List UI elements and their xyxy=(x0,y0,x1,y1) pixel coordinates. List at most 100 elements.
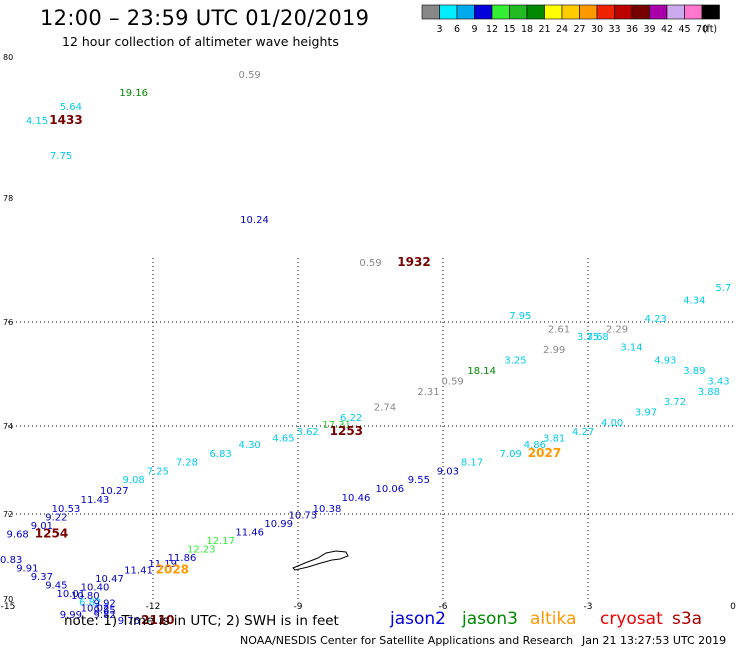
wave-height-label: 11.43 xyxy=(81,495,110,506)
longitude-tick-label: -9 xyxy=(294,602,303,612)
wave-height-label: 6.83 xyxy=(210,449,232,460)
colorbar-tick-label: 36 xyxy=(626,24,638,35)
satellite-legend-item: cryosat xyxy=(600,609,663,629)
wave-height-label: 9.08 xyxy=(123,475,145,486)
latitude-tick-label: 72 xyxy=(3,510,13,519)
colorbar-tick-label: 70 xyxy=(696,24,708,35)
wave-height-label: 11.41 xyxy=(124,566,153,577)
wave-height-label: 12.17 xyxy=(206,536,235,547)
wave-height-label: 3.75 xyxy=(577,332,599,343)
wave-height-label: 9.68 xyxy=(7,529,29,540)
longitude-tick-label: -6 xyxy=(439,602,448,612)
wave-height-label: 11.86 xyxy=(168,553,197,564)
wave-height-label: 0.59 xyxy=(442,376,464,387)
colorbar-tick-label: 6 xyxy=(454,24,460,35)
wave-height-label: 7.75 xyxy=(50,151,72,162)
wave-height-label: 10.01 xyxy=(57,589,86,600)
wave-height-label: 2.61 xyxy=(548,324,570,335)
wave-height-label: 10.80 xyxy=(71,591,100,602)
wave-height-label: 9.01 xyxy=(31,521,53,532)
wave-height-label: 19.16 xyxy=(119,88,148,99)
colorbar-tick-label: 18 xyxy=(521,24,533,35)
wave-height-label: 10.40 xyxy=(81,583,110,594)
pass-time-label: 1254 xyxy=(35,526,68,540)
wave-height-label: 9.03 xyxy=(437,466,459,477)
wave-height-label: 9.37 xyxy=(31,572,53,583)
satellite-legend-item: jason3 xyxy=(462,609,518,629)
wave-height-label: 4.93 xyxy=(654,356,676,367)
wave-height-label: 6.82 xyxy=(79,597,101,608)
wave-height-label: 9.92 xyxy=(94,599,116,610)
latitude-tick-label: 76 xyxy=(3,318,13,327)
wave-height-label: 10.27 xyxy=(100,486,129,497)
satellite-legend-item: altika xyxy=(530,609,577,629)
wave-height-label: 12.23 xyxy=(187,544,216,555)
wave-height-label: 4.15 xyxy=(26,116,48,127)
colorbar-tick-label: 12 xyxy=(486,24,498,35)
wave-height-label: 3.72 xyxy=(664,397,686,408)
colorbar-tick-label: 15 xyxy=(503,24,515,35)
wave-height-label: 4.27 xyxy=(572,427,594,438)
longitude-tick-label: -15 xyxy=(1,602,16,612)
pass-time-label: 1932 xyxy=(397,255,430,269)
wave-height-label: 5.64 xyxy=(60,102,82,113)
colorbar-unit-label: (ft) xyxy=(703,24,717,35)
wave-height-label: 3.81 xyxy=(543,433,565,444)
colorbar-tick-label: 39 xyxy=(643,24,655,35)
pass-time-label: 2028 xyxy=(156,563,189,577)
colorbar-tick-label: 42 xyxy=(661,24,673,35)
wave-height-label: 10.47 xyxy=(95,574,124,585)
wave-height-label: 9.85 xyxy=(94,606,116,617)
colorbar-tick-label: 24 xyxy=(556,24,568,35)
wave-height-label: 9.45 xyxy=(45,580,67,591)
wave-height-label: 7.28 xyxy=(176,458,198,469)
wave-height-label: 10.24 xyxy=(240,215,269,226)
wave-height-label: 2.99 xyxy=(543,345,565,356)
wave-height-label: 7.95 xyxy=(509,311,531,322)
wave-height-label: 7.25 xyxy=(147,466,169,477)
wave-height-label: 3.62 xyxy=(297,427,319,438)
latitude-tick-label: 80 xyxy=(3,53,13,62)
wave-height-label: 8.17 xyxy=(461,458,483,469)
colorbar-tick-label: 27 xyxy=(573,24,585,35)
colorbar-tick-label: 33 xyxy=(608,24,620,35)
wave-height-label: 6.22 xyxy=(340,413,362,424)
wave-height-label: 7.09 xyxy=(500,449,522,460)
footer-note: note: 1) Time is in UTC; 2) SWH is in fe… xyxy=(64,613,339,629)
wave-height-label: 3.68 xyxy=(587,332,609,343)
colorbar-swatch xyxy=(701,4,720,20)
wave-height-label: 2.31 xyxy=(417,387,439,398)
generated-timestamp: Jan 21 13:27:53 UTC 2019 xyxy=(582,634,727,647)
pass-time-label: 1253 xyxy=(330,424,363,438)
wave-height-label: 3.14 xyxy=(620,343,642,354)
wave-height-label: 10.46 xyxy=(342,493,371,504)
wave-height-label: 9.22 xyxy=(45,512,67,523)
wave-height-label: 11.46 xyxy=(235,527,264,538)
latitude-tick-label: 70 xyxy=(3,595,13,604)
color-scale-bar: 3 6 9 12 15 18 21 24 27 30 33 36 39 42 45 70(ft) xyxy=(421,4,720,35)
wave-height-label: 18.14 xyxy=(467,366,496,377)
wave-height-label: 17.31 xyxy=(322,420,351,431)
longitude-tick-label: -12 xyxy=(146,602,161,612)
wave-height-label: 4.30 xyxy=(239,440,261,451)
wave-height-label: 11.19 xyxy=(148,559,177,570)
wave-height-label: 10.38 xyxy=(313,504,342,515)
wave-height-label: 10.53 xyxy=(52,504,81,515)
page-subtitle: 12 hour collection of altimeter wave hei… xyxy=(62,34,339,49)
pass-time-label: 1433 xyxy=(49,113,82,127)
latitude-tick-label: 78 xyxy=(3,194,13,203)
colorbar-tick-label: 21 xyxy=(538,24,550,35)
longitude-tick-label: -3 xyxy=(584,602,593,612)
colorbar-tick-label: 9 xyxy=(471,24,477,35)
wave-height-label: 3.25 xyxy=(504,356,526,367)
satellite-legend-item: s3a xyxy=(672,609,703,629)
wave-height-label: 9.99 xyxy=(60,610,82,621)
satellite-legend-item: jason2 xyxy=(390,609,446,629)
wave-height-label: 0.59 xyxy=(239,70,261,81)
wave-height-label: 9.55 xyxy=(408,475,430,486)
colorbar-tick-label: 30 xyxy=(591,24,603,35)
wave-height-label: 2.29 xyxy=(606,324,628,335)
wave-height-label: 4.23 xyxy=(645,314,667,325)
wave-height-label: 2.74 xyxy=(374,402,396,413)
